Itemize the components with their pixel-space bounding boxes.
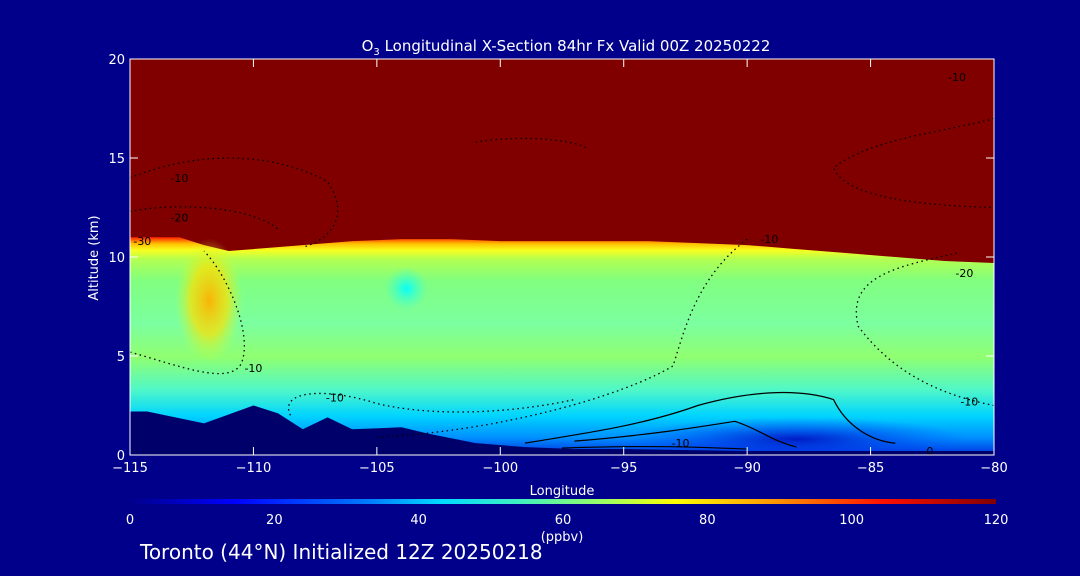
contour-label: -30 bbox=[133, 235, 151, 248]
solid-contour bbox=[561, 445, 748, 450]
dotted-contour bbox=[475, 137, 588, 149]
x-tick-label: −100 bbox=[482, 461, 518, 476]
x-tick-label: −115 bbox=[112, 461, 148, 476]
contour-label: -10 bbox=[960, 396, 978, 409]
contour-label: -10 bbox=[326, 392, 344, 405]
dotted-contour bbox=[855, 252, 994, 407]
y-tick-label: 20 bbox=[108, 53, 125, 68]
colorbar-tick-label: 40 bbox=[410, 513, 427, 528]
colorbar-tick-label: 20 bbox=[266, 513, 283, 528]
x-tick-label: −95 bbox=[610, 461, 637, 476]
y-tick-label: 0 bbox=[117, 449, 125, 464]
axes: −115 −110 −105 −100 −95 −90 −85 −80 0 5 10 15 20 bbox=[108, 53, 1007, 476]
colorbar-tick-label: 120 bbox=[984, 513, 1009, 528]
troposphere-field bbox=[130, 237, 994, 455]
low-ozone-pocket bbox=[384, 266, 429, 311]
x-tick-label: −110 bbox=[236, 461, 272, 476]
y-axis-label: Altitude (km) bbox=[87, 215, 102, 300]
y-tick-label: 15 bbox=[108, 152, 125, 167]
colorbar-tick-label: 100 bbox=[839, 513, 864, 528]
dotted-contour bbox=[287, 392, 575, 416]
dotted-contour bbox=[130, 157, 339, 248]
solid-contour bbox=[574, 420, 797, 448]
dotted-contour bbox=[130, 250, 245, 375]
folding-anomaly bbox=[174, 238, 243, 363]
contour-label: -20 bbox=[955, 267, 973, 280]
colorbar-ticks: 0 20 40 60 80 100 120 bbox=[126, 513, 1009, 528]
contour-label: -10 bbox=[948, 71, 966, 84]
x-tick-label: −80 bbox=[980, 461, 1007, 476]
solid-contour bbox=[524, 391, 896, 444]
dotted-contour bbox=[376, 238, 748, 438]
contour-label: -10 bbox=[760, 233, 778, 246]
plot-area: -10 -10 -20 -30 -10 -20 -10 -10 -10 -10 0 bbox=[130, 59, 994, 458]
contour-label: -10 bbox=[244, 362, 262, 375]
contour-label: -20 bbox=[170, 211, 188, 224]
surface-low-ozone bbox=[626, 417, 967, 455]
colorbar-tick-label: 0 bbox=[126, 513, 134, 528]
x-tick-label: −90 bbox=[733, 461, 760, 476]
terrain bbox=[130, 405, 994, 455]
contour-label: 0 bbox=[926, 445, 933, 458]
y-tick-label: 5 bbox=[117, 350, 125, 365]
x-tick-label: −85 bbox=[857, 461, 884, 476]
colorbar bbox=[130, 499, 996, 504]
colorbar-tick-label: 80 bbox=[699, 513, 716, 528]
x-axis-label: Longitude bbox=[530, 484, 595, 499]
x-tick-label: −105 bbox=[359, 461, 395, 476]
contour-label: -10 bbox=[170, 172, 188, 185]
contour-label: -10 bbox=[672, 437, 690, 450]
footer-caption: Toronto (44°N) Initialized 12Z 20250218 bbox=[140, 540, 543, 564]
y-tick-label: 10 bbox=[108, 251, 125, 266]
colorbar-tick-label: 60 bbox=[555, 513, 572, 528]
colorbar-label: (ppbv) bbox=[541, 530, 584, 545]
chart-title: O3 Longitudinal X-Section 84hr Fx Valid … bbox=[362, 37, 771, 58]
